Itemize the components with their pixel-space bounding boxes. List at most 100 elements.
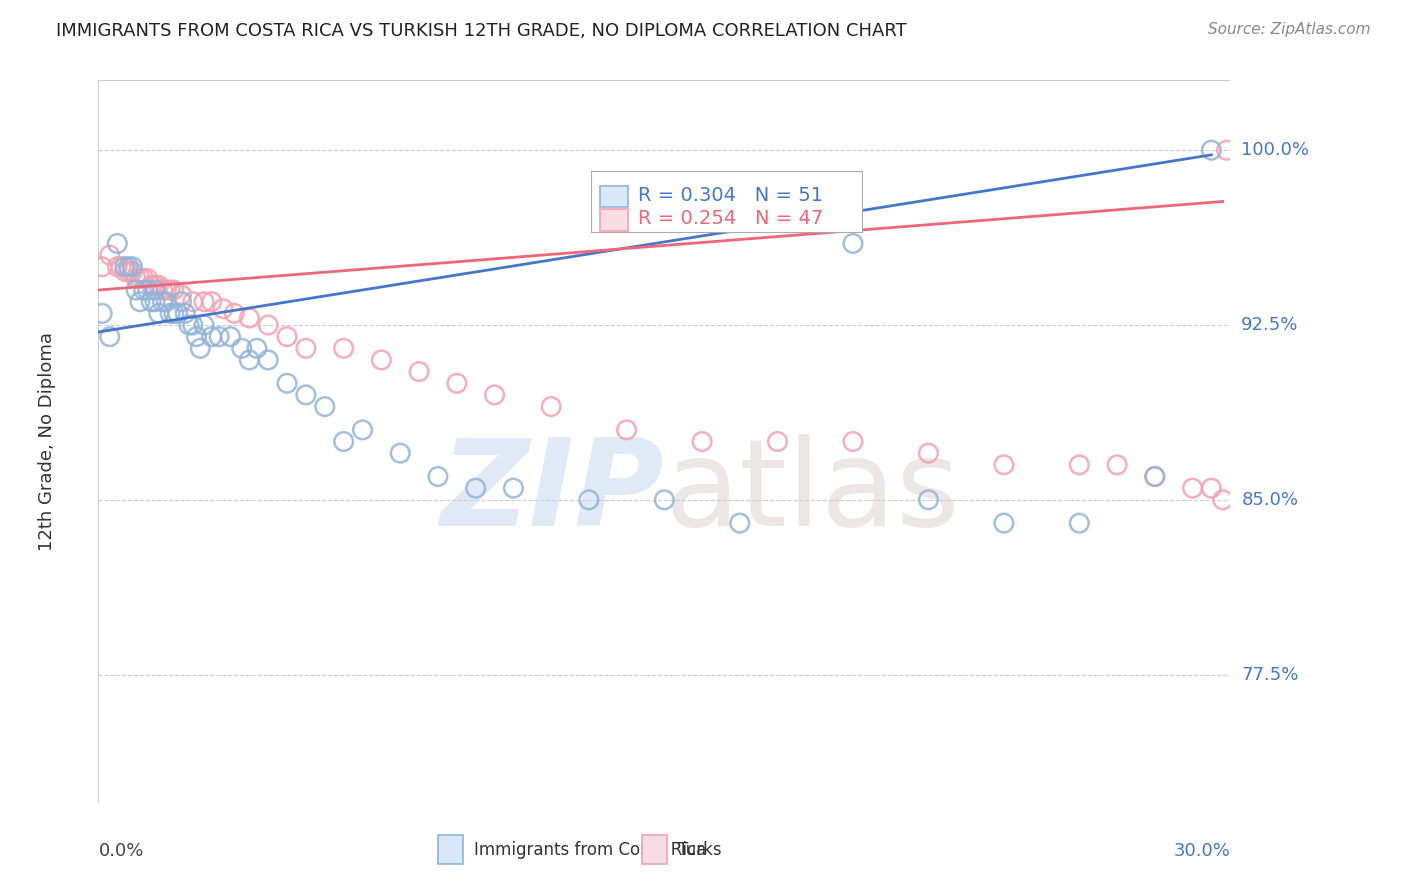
Point	[132, 271, 155, 285]
Point	[219, 329, 242, 343]
Point	[105, 236, 128, 251]
Text: R = 0.304   N = 51: R = 0.304 N = 51	[638, 186, 824, 204]
Point	[352, 423, 374, 437]
Point	[148, 278, 170, 293]
Point	[993, 516, 1015, 530]
Text: ZIP: ZIP	[440, 434, 665, 550]
Point	[224, 306, 246, 320]
Point	[212, 301, 235, 316]
Point	[117, 264, 139, 278]
Point	[231, 341, 253, 355]
Point	[155, 283, 177, 297]
FancyBboxPatch shape	[600, 186, 628, 207]
Point	[166, 306, 188, 320]
Point	[1143, 469, 1166, 483]
Point	[766, 434, 789, 449]
Point	[446, 376, 468, 391]
Point	[125, 271, 148, 285]
Point	[132, 283, 155, 297]
Point	[1143, 469, 1166, 483]
Text: 92.5%: 92.5%	[1241, 316, 1299, 334]
Point	[276, 376, 298, 391]
Point	[91, 306, 114, 320]
Text: atlas: atlas	[665, 434, 960, 550]
Text: IMMIGRANTS FROM COSTA RICA VS TURKISH 12TH GRADE, NO DIPLOMA CORRELATION CHART: IMMIGRANTS FROM COSTA RICA VS TURKISH 12…	[56, 22, 907, 40]
Point	[174, 306, 197, 320]
Point	[1107, 458, 1129, 472]
Point	[389, 446, 412, 460]
Text: Immigrants from Costa Rica: Immigrants from Costa Rica	[474, 841, 706, 859]
Point	[690, 434, 713, 449]
Point	[408, 365, 430, 379]
Point	[917, 446, 939, 460]
Point	[540, 400, 562, 414]
Point	[246, 341, 269, 355]
FancyBboxPatch shape	[600, 209, 628, 230]
Text: R = 0.254   N = 47: R = 0.254 N = 47	[638, 209, 824, 228]
Point	[141, 278, 163, 293]
Point	[98, 248, 121, 262]
Point	[1201, 143, 1223, 157]
Text: Source: ZipAtlas.com: Source: ZipAtlas.com	[1208, 22, 1371, 37]
Point	[842, 434, 865, 449]
Point	[181, 318, 204, 332]
Point	[114, 264, 136, 278]
Point	[159, 306, 181, 320]
FancyBboxPatch shape	[591, 170, 862, 232]
Point	[159, 283, 181, 297]
Point	[129, 294, 152, 309]
Point	[98, 329, 121, 343]
Point	[370, 353, 392, 368]
Point	[238, 311, 260, 326]
Text: 0.0%: 0.0%	[98, 842, 143, 860]
Point	[129, 271, 152, 285]
Point	[295, 341, 318, 355]
Text: 85.0%: 85.0%	[1241, 491, 1298, 508]
Point	[170, 294, 193, 309]
Point	[148, 306, 170, 320]
Point	[314, 400, 336, 414]
Point	[125, 283, 148, 297]
Point	[201, 329, 224, 343]
Text: 12th Grade, No Diploma: 12th Grade, No Diploma	[38, 332, 56, 551]
Text: Turks: Turks	[678, 841, 721, 859]
Point	[121, 260, 143, 274]
Point	[502, 481, 524, 495]
Point	[114, 260, 136, 274]
Point	[141, 294, 163, 309]
Point	[193, 294, 215, 309]
Point	[163, 283, 186, 297]
Point	[186, 329, 208, 343]
FancyBboxPatch shape	[439, 835, 463, 864]
Point	[1212, 492, 1234, 507]
Point	[1181, 481, 1204, 495]
Point	[1201, 481, 1223, 495]
Point	[143, 294, 166, 309]
Point	[163, 306, 186, 320]
Point	[201, 294, 224, 309]
Point	[1069, 516, 1091, 530]
Point	[257, 318, 280, 332]
Point	[427, 469, 450, 483]
Point	[1215, 143, 1237, 157]
Point	[136, 271, 159, 285]
Point	[295, 388, 318, 402]
Point	[193, 318, 215, 332]
Point	[332, 341, 354, 355]
Point	[110, 260, 132, 274]
Point	[728, 516, 751, 530]
Point	[152, 283, 174, 297]
Point	[578, 492, 600, 507]
Point	[332, 434, 354, 449]
Point	[181, 294, 204, 309]
Point	[105, 260, 128, 274]
Point	[1069, 458, 1091, 472]
Point	[464, 481, 486, 495]
Point	[652, 492, 676, 507]
Point	[842, 236, 865, 251]
Point	[143, 283, 166, 297]
Point	[136, 283, 159, 297]
Text: 77.5%: 77.5%	[1241, 665, 1299, 683]
Point	[993, 458, 1015, 472]
Point	[91, 260, 114, 274]
